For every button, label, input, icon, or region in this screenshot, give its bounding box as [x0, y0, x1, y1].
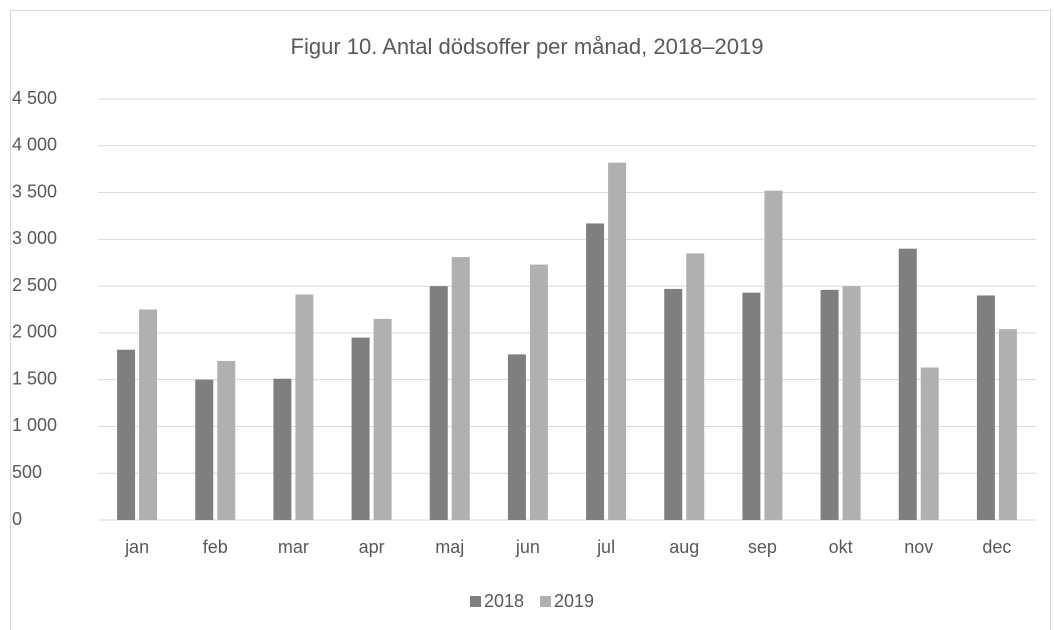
y-tick-label: 3 000	[12, 228, 57, 248]
legend-label: 2019	[554, 591, 594, 611]
bar	[898, 248, 917, 520]
bar	[507, 354, 526, 520]
bar	[373, 318, 392, 520]
x-tick-label: aug	[669, 537, 699, 557]
y-tick-label: 3 500	[12, 181, 57, 201]
bar	[764, 190, 783, 520]
bar	[920, 367, 939, 520]
y-tick-label: 4 000	[12, 135, 57, 155]
x-tick-label: sep	[748, 537, 777, 557]
bar	[842, 286, 861, 520]
bar	[742, 292, 761, 520]
x-tick-label: jul	[596, 537, 615, 557]
y-tick-label: 2 500	[12, 275, 57, 295]
legend-swatch	[470, 596, 481, 607]
x-tick-label: mar	[278, 537, 309, 557]
bar	[117, 349, 136, 520]
bar	[451, 257, 470, 520]
x-tick-label: feb	[203, 537, 228, 557]
x-tick-label: dec	[982, 537, 1011, 557]
bar	[686, 253, 705, 520]
x-tick-label: jun	[515, 537, 540, 557]
y-tick-label: 0	[12, 509, 22, 529]
bar	[998, 329, 1017, 520]
bar	[429, 286, 448, 520]
bar	[529, 264, 548, 520]
bar	[351, 337, 370, 520]
bar	[139, 309, 158, 520]
bar	[217, 360, 236, 520]
x-tick-label: jan	[124, 537, 149, 557]
legend-label: 2018	[484, 591, 524, 611]
legend-swatch	[540, 596, 551, 607]
x-tick-label: maj	[435, 537, 464, 557]
y-tick-label: 4 500	[12, 88, 57, 108]
x-tick-label: okt	[829, 537, 853, 557]
chart-title: Figur 10. Antal dödsoffer per månad, 201…	[291, 34, 764, 59]
y-tick-label: 2 000	[12, 322, 57, 342]
y-tick-label: 500	[12, 462, 42, 482]
x-tick-label: nov	[904, 537, 933, 557]
y-tick-label: 1 500	[12, 368, 57, 388]
bar	[295, 294, 314, 520]
bar	[195, 379, 214, 520]
x-tick-label: apr	[359, 537, 385, 557]
bar	[820, 289, 839, 520]
bar	[608, 162, 627, 520]
bar	[976, 295, 995, 520]
y-tick-label: 1 000	[12, 415, 57, 435]
bar	[586, 223, 605, 520]
bar	[273, 378, 292, 520]
bar	[664, 288, 683, 520]
